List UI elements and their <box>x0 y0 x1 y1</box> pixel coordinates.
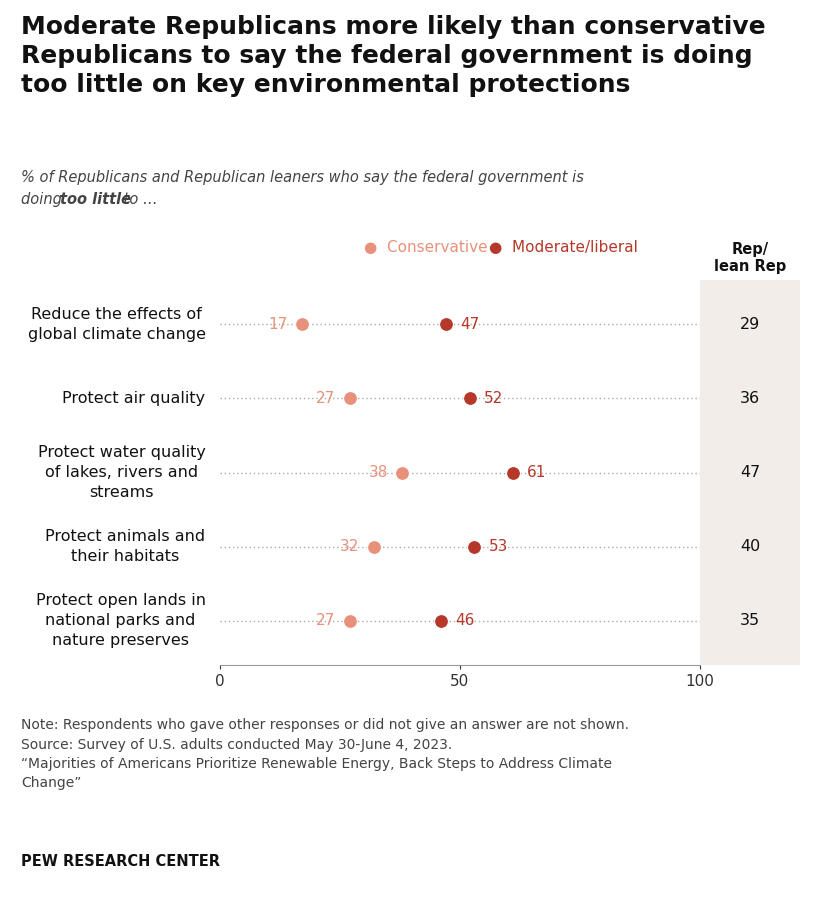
Text: 46: 46 <box>455 613 475 628</box>
Text: doing: doing <box>21 192 66 207</box>
Text: 52: 52 <box>484 391 503 406</box>
Text: 27: 27 <box>316 613 335 628</box>
Text: 38: 38 <box>369 465 388 480</box>
Text: Protect open lands in
national parks and
nature preserves: Protect open lands in national parks and… <box>35 593 206 648</box>
Text: Protect air quality: Protect air quality <box>62 391 206 406</box>
Text: % of Republicans and Republican leaners who say the federal government is: % of Republicans and Republican leaners … <box>21 170 584 185</box>
Point <box>463 391 476 406</box>
Text: Note: Respondents who gave other responses or did not give an answer are not sho: Note: Respondents who gave other respons… <box>21 718 629 791</box>
Text: PEW RESEARCH CENTER: PEW RESEARCH CENTER <box>21 854 220 869</box>
Point <box>468 539 481 554</box>
Point <box>438 317 452 331</box>
Text: Reduce the effects of
global climate change: Reduce the effects of global climate cha… <box>28 307 206 341</box>
Text: 40: 40 <box>740 539 760 554</box>
Text: Protect water quality
of lakes, rivers and
streams: Protect water quality of lakes, rivers a… <box>38 445 206 499</box>
Point <box>295 317 308 331</box>
Text: ●  Moderate/liberal: ● Moderate/liberal <box>489 241 638 255</box>
Text: 36: 36 <box>740 391 760 406</box>
Text: Protect animals and
their habitats: Protect animals and their habitats <box>45 529 206 564</box>
Text: Moderate Republicans more likely than conservative
Republicans to say the federa: Moderate Republicans more likely than co… <box>21 15 765 97</box>
Text: 29: 29 <box>740 317 760 332</box>
Text: to …: to … <box>119 192 158 207</box>
Point <box>343 391 356 406</box>
Point <box>367 539 381 554</box>
Text: ●  Conservative: ● Conservative <box>364 241 488 255</box>
Point <box>434 613 448 627</box>
Text: 47: 47 <box>740 465 760 480</box>
Text: 35: 35 <box>740 613 760 628</box>
Text: 53: 53 <box>489 539 508 554</box>
Text: 32: 32 <box>340 539 360 554</box>
Text: too little: too little <box>60 192 131 207</box>
Text: 47: 47 <box>460 317 480 332</box>
Text: 17: 17 <box>268 317 287 332</box>
Point <box>506 465 519 479</box>
Point <box>343 613 356 627</box>
Text: 61: 61 <box>528 465 547 480</box>
Text: 27: 27 <box>316 391 335 406</box>
Point <box>396 465 409 479</box>
Text: Rep/
lean Rep: Rep/ lean Rep <box>714 242 786 274</box>
